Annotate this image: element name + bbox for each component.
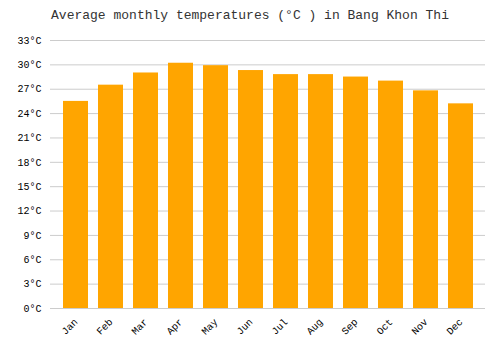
svg-text:0°C: 0°C [23, 304, 41, 315]
svg-text:33°C: 33°C [17, 36, 41, 47]
svg-text:27°C: 27°C [17, 84, 41, 95]
svg-text:Nov: Nov [410, 317, 431, 338]
svg-text:9°C: 9°C [23, 231, 41, 242]
svg-text:Dec: Dec [445, 317, 466, 338]
svg-text:Feb: Feb [95, 317, 116, 338]
svg-text:21°C: 21°C [17, 133, 41, 144]
svg-text:Jan: Jan [60, 317, 81, 338]
svg-text:Oct: Oct [375, 317, 396, 338]
svg-text:Jul: Jul [270, 317, 291, 338]
svg-text:Aug: Aug [305, 317, 326, 338]
svg-text:24°C: 24°C [17, 109, 41, 120]
svg-text:May: May [200, 317, 221, 338]
svg-text:Mar: Mar [130, 317, 151, 338]
svg-text:Jun: Jun [235, 317, 256, 338]
svg-text:15°C: 15°C [17, 182, 41, 193]
html-text:Average monthly temperatures (: Average monthly temperatures (°C ) in Ba… [51, 8, 449, 23]
svg-text:6°C: 6°C [23, 255, 41, 266]
svg-text:Sep: Sep [340, 317, 361, 338]
svg-text:3°C: 3°C [23, 279, 41, 290]
svg-text:12°C: 12°C [17, 206, 41, 217]
svg-text:30°C: 30°C [17, 60, 41, 71]
svg-text:Apr: Apr [165, 317, 186, 338]
svg-text:18°C: 18°C [17, 158, 41, 169]
